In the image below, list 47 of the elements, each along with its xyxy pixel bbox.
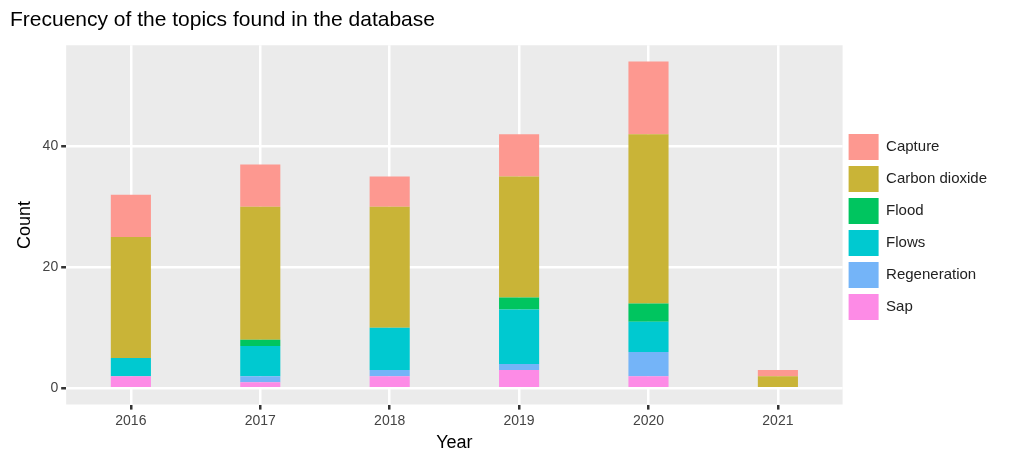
- x-tick-label: 2017: [244, 411, 277, 428]
- bar: [628, 376, 669, 388]
- bar: [628, 321, 669, 352]
- bar: [110, 237, 151, 359]
- x-tick-label: 2016: [115, 411, 147, 428]
- bar: [110, 376, 151, 388]
- chart-title: Frecuency of the topics found in the database: [10, 7, 435, 31]
- y-axis-title: Count: [13, 200, 34, 249]
- bar: [369, 206, 410, 328]
- legend-label: Regeneration: [886, 265, 977, 283]
- y-tick-label: 0: [50, 379, 59, 396]
- x-tick-label: 2020: [632, 411, 665, 428]
- bar: [240, 345, 281, 377]
- bar: [499, 176, 540, 298]
- bar: [499, 309, 540, 365]
- bar: [240, 376, 281, 383]
- legend-label: Sap: [886, 297, 913, 315]
- x-tick-label: 2018: [374, 411, 406, 428]
- bar: [499, 134, 540, 177]
- bar: [240, 382, 281, 388]
- bar: [369, 370, 410, 377]
- x-tick-label: 2019: [503, 411, 535, 428]
- bar: [499, 297, 540, 310]
- bar: [110, 358, 151, 377]
- bar: [499, 370, 540, 388]
- bar: [240, 339, 281, 346]
- bar: [240, 206, 281, 340]
- bar: [628, 134, 669, 304]
- y-tick-label: 40: [42, 137, 59, 154]
- legend-label: Carbon dioxide: [886, 169, 988, 187]
- legend-label: Flows: [886, 233, 926, 251]
- bar: [757, 370, 798, 377]
- x-axis-title: Year: [436, 432, 473, 453]
- y-tick-label: 20: [42, 258, 59, 275]
- bar: [240, 164, 281, 207]
- bar: [369, 176, 410, 207]
- bar: [499, 364, 540, 371]
- legend-label: Capture: [886, 137, 940, 155]
- bar: [757, 376, 798, 388]
- bar: [628, 61, 669, 135]
- bar: [369, 376, 410, 388]
- bar: [110, 194, 151, 237]
- x-tick-label: 2021: [762, 411, 794, 428]
- legend-label: Flood: [886, 201, 924, 219]
- bar: [628, 351, 669, 377]
- bar: [369, 327, 410, 371]
- bar: [628, 303, 669, 322]
